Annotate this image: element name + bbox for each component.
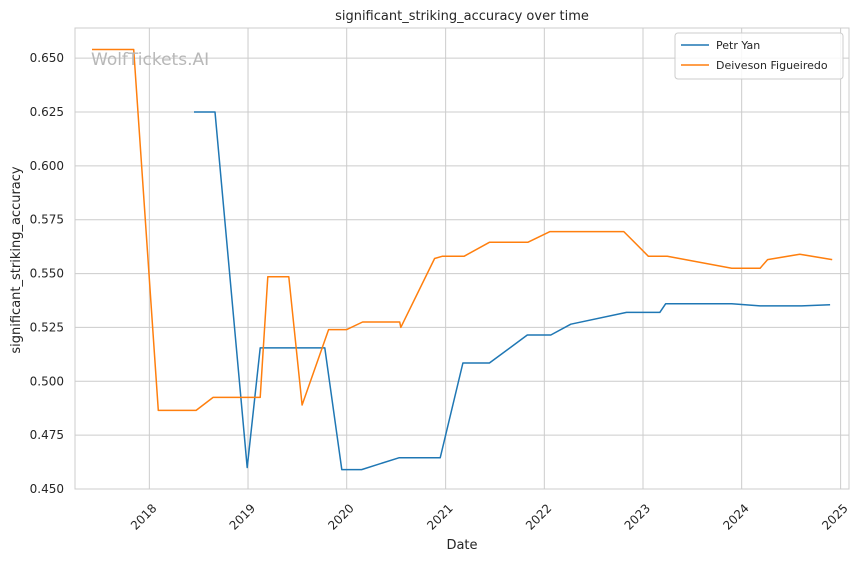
y-tick-label: 0.525 bbox=[30, 320, 64, 334]
y-tick-label: 0.550 bbox=[30, 267, 64, 281]
y-axis-label: significant_striking_accuracy bbox=[9, 166, 24, 354]
series-layer bbox=[92, 48, 833, 471]
watermark: WolfTickets.AI bbox=[91, 50, 209, 70]
series-line-deiveson-figueiredo bbox=[92, 48, 833, 412]
y-tick-label: 0.575 bbox=[30, 213, 64, 227]
series-line-petr-yan bbox=[194, 111, 831, 471]
x-axis-label: Date bbox=[446, 538, 477, 553]
legend-label: Deiveson Figueiredo bbox=[716, 59, 828, 72]
chart-title: significant_striking_accuracy over time bbox=[335, 9, 589, 24]
y-tick-label: 0.625 bbox=[30, 105, 64, 119]
legend-box bbox=[674, 32, 844, 80]
y-tick-label: 0.600 bbox=[30, 159, 64, 173]
grid bbox=[75, 28, 849, 490]
legend-label: Petr Yan bbox=[716, 39, 760, 52]
y-tick-label: 0.475 bbox=[30, 428, 64, 442]
plot-frame bbox=[74, 27, 850, 490]
y-tick-label: 0.450 bbox=[30, 482, 64, 496]
legend: Petr Yan Deiveson Figueiredo bbox=[674, 32, 844, 80]
y-tick-label: 0.650 bbox=[30, 51, 64, 65]
y-tick-label: 0.500 bbox=[30, 374, 64, 388]
